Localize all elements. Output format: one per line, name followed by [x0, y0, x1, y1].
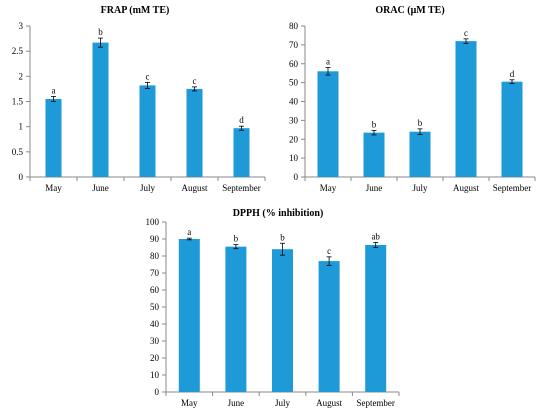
dpph-x-tick-label: May [181, 398, 198, 408]
dpph-bar [318, 261, 340, 392]
orac-x-tick-label: August [453, 183, 480, 193]
dpph-bar [178, 239, 200, 392]
dpph-significance-label: b [234, 234, 239, 244]
orac-significance-label: c [464, 28, 468, 38]
orac-y-tick-label: 30 [289, 115, 299, 125]
frap-significance-label: a [52, 85, 56, 95]
dpph-y-tick-label: 10 [150, 370, 160, 380]
dpph-y-tick-label: 50 [150, 302, 160, 312]
orac-chart-title: ORAC (μM TE) [375, 5, 444, 16]
frap-bar [139, 85, 156, 177]
frap-y-tick-label: 2.5 [12, 46, 24, 56]
frap-bar [233, 128, 250, 177]
frap-x-tick-label: May [45, 183, 62, 193]
frap-x-tick-label: August [181, 183, 208, 193]
orac-y-tick-label: 20 [289, 134, 299, 144]
dpph-x-tick-label: September [356, 398, 395, 408]
frap-y-tick-label: 0 [19, 172, 24, 182]
frap-y-tick-label: 0.5 [12, 147, 24, 157]
frap-significance-label: c [146, 71, 150, 81]
dpph-y-tick-label: 100 [146, 217, 160, 227]
orac-bar [455, 41, 477, 177]
dpph-chart: DPPH (% inhibition) 0 10 20 30 40 50 60 70 80 90 1… [146, 208, 400, 408]
dpph-y-tick-label: 20 [150, 353, 160, 363]
frap-x-tick-label: June [92, 183, 109, 193]
orac-chart: ORAC (μM TE) 0 10 20 30 40 50 60 70 80 a May b June b… [289, 5, 536, 193]
frap-bar [186, 88, 203, 177]
dpph-bar [225, 246, 247, 392]
orac-x-tick-label: September [493, 183, 532, 193]
orac-x-tick-label: June [366, 183, 383, 193]
frap-y-tick-label: 2 [19, 71, 24, 81]
frap-significance-label: b [98, 27, 103, 37]
orac-y-tick-label: 40 [289, 97, 299, 107]
orac-significance-label: b [418, 118, 423, 128]
dpph-significance-label: ab [371, 231, 380, 241]
dpph-significance-label: c [327, 246, 331, 256]
orac-y-tick-label: 10 [289, 153, 299, 163]
dpph-y-tick-label: 0 [155, 387, 160, 397]
dpph-y-tick-label: 60 [150, 285, 160, 295]
orac-bar [409, 131, 431, 177]
dpph-y-tick-label: 80 [150, 251, 160, 261]
dpph-x-tick-label: August [316, 398, 343, 408]
orac-significance-label: d [510, 69, 515, 79]
frap-significance-label: c [193, 76, 197, 86]
frap-bar [45, 98, 62, 177]
orac-y-tick-label: 0 [294, 172, 299, 182]
orac-plot-area: 0 10 20 30 40 50 60 70 80 a May b June b July c August d S… [289, 21, 536, 193]
frap-significance-label: d [239, 115, 244, 125]
orac-bar [317, 71, 339, 177]
dpph-significance-label: b [280, 232, 285, 242]
dpph-bar [365, 244, 387, 392]
frap-plot-area: 0 0.5 1 1.5 2 2.5 3 a May b June c July c August d Septe… [12, 21, 266, 193]
dpph-bar [272, 249, 293, 392]
orac-significance-label: b [372, 119, 377, 129]
orac-bar [363, 132, 385, 177]
orac-x-tick-label: July [412, 183, 428, 193]
dpph-chart-title: DPPH (% inhibition) [233, 208, 324, 219]
orac-bar [501, 81, 523, 177]
orac-y-tick-label: 70 [289, 40, 299, 50]
orac-y-tick-label: 80 [289, 21, 299, 31]
frap-y-tick-label: 1 [19, 122, 24, 132]
orac-y-tick-label: 60 [289, 59, 299, 69]
orac-y-tick-label: 50 [289, 78, 299, 88]
frap-chart: FRAP (mM TE) 0 0.5 1 1.5 2 2.5 3 a May b June c July… [12, 5, 266, 193]
frap-x-tick-label: July [140, 183, 156, 193]
frap-chart-title: FRAP (mM TE) [101, 5, 170, 16]
dpph-significance-label: a [187, 227, 191, 237]
dpph-y-tick-label: 40 [150, 319, 160, 329]
dpph-y-tick-label: 90 [150, 234, 160, 244]
frap-y-tick-label: 1.5 [12, 97, 24, 107]
dpph-x-tick-label: July [275, 398, 291, 408]
orac-x-tick-label: May [320, 183, 337, 193]
dpph-y-tick-label: 70 [150, 268, 160, 278]
frap-y-tick-label: 3 [19, 21, 24, 31]
dpph-y-tick-label: 30 [150, 336, 160, 346]
dpph-x-tick-label: June [228, 398, 245, 408]
frap-bar [92, 42, 109, 177]
dpph-plot-area: 0 10 20 30 40 50 60 70 80 90 100 a May b June b July c Aug… [146, 217, 400, 408]
frap-x-tick-label: September [222, 183, 261, 193]
orac-significance-label: a [326, 57, 330, 67]
